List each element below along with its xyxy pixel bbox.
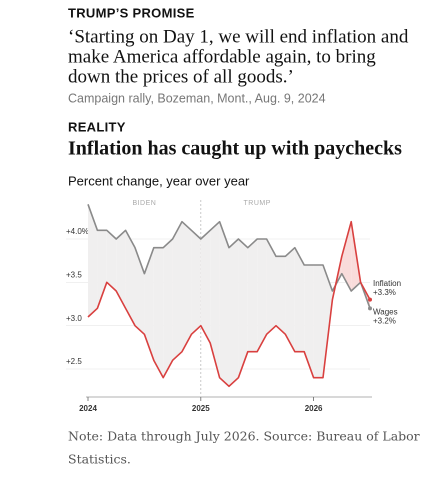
series-line — [87, 204, 371, 309]
series-value-label: +3.3% — [373, 288, 396, 297]
gap-area — [88, 204, 98, 317]
gap-area — [210, 221, 220, 378]
gap-area — [106, 230, 117, 291]
quote-line: make America affordable again, to bring — [68, 46, 376, 67]
series-label: Wages — [373, 307, 398, 316]
subtitle: Percent change, year over year — [68, 173, 250, 188]
gap-area — [238, 239, 248, 378]
end-dot — [368, 297, 372, 302]
annotation: BIDEN — [132, 200, 156, 207]
quote-line: down the prices of all goods.’ — [68, 66, 294, 87]
gap-area — [266, 239, 276, 335]
annotation: TRUMP — [244, 200, 271, 207]
series-value-label: +3.2% — [373, 316, 396, 325]
headline: Inflation has caught up with paychecks — [68, 138, 402, 160]
kicker: TRUMP’S PROMISE — [68, 5, 195, 20]
gap-area — [247, 239, 258, 352]
gap-area — [341, 221, 352, 291]
note: Note: Data through July 2026. Source: Bu… — [68, 429, 420, 444]
y-tick-label: +4.0% — [66, 227, 89, 236]
gap-area — [229, 239, 239, 387]
gap-area — [182, 221, 192, 352]
y-tick-label: +3.0 — [66, 314, 82, 323]
gap-area — [323, 265, 333, 378]
series-line — [87, 220, 371, 388]
gap-area — [313, 265, 323, 378]
source: Campaign rally, Bozeman, Mont., Aug. 9, … — [68, 91, 326, 105]
gap-area — [172, 221, 182, 361]
gap-area — [97, 230, 107, 309]
gap-area — [294, 247, 305, 352]
x-tick-label: 2026 — [305, 404, 323, 413]
gap-area — [200, 230, 211, 343]
gap-area — [219, 221, 229, 387]
end-dot — [368, 306, 372, 311]
gap-area — [285, 247, 295, 352]
y-tick-label: +3.5 — [66, 270, 82, 279]
series-label: Inflation — [373, 279, 401, 288]
gap-area — [276, 256, 286, 335]
gap-area — [144, 247, 154, 361]
gap-area — [304, 265, 314, 378]
quote-line: ‘Starting on Day 1, we will end inflatio… — [68, 26, 409, 47]
note: Statistics. — [68, 452, 131, 467]
gap-area — [191, 230, 201, 335]
gap-area — [116, 230, 126, 309]
gap-area — [257, 239, 267, 352]
y-tick-label: +2.5 — [66, 357, 82, 366]
gap-area — [153, 247, 164, 378]
reality: REALITY — [68, 119, 126, 134]
gap-area — [163, 239, 173, 378]
x-tick-label: 2024 — [79, 404, 97, 413]
gap-area — [125, 230, 135, 326]
x-tick-label: 2025 — [192, 404, 210, 413]
